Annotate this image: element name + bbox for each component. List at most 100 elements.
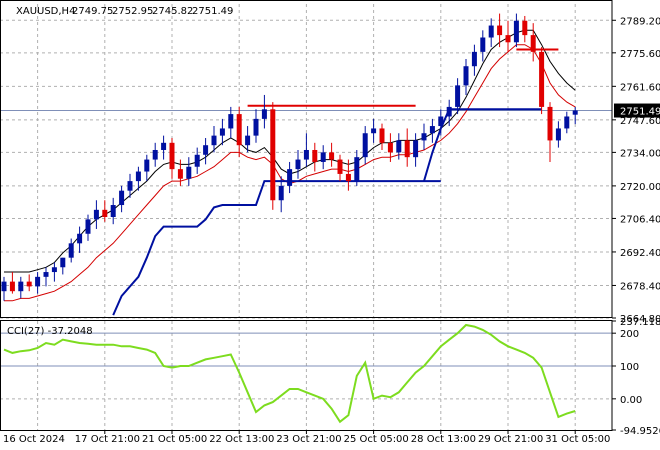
candle-body <box>362 133 368 158</box>
candle-body <box>287 169 293 186</box>
blue-stop-line <box>423 108 542 182</box>
symbol-header: XAUUSD,H4 <box>16 6 75 17</box>
candle-body <box>337 159 343 174</box>
blue-stop-line <box>112 180 441 316</box>
candle-body <box>177 169 183 179</box>
cci-tick-label: 100 <box>620 362 639 373</box>
y-tick-label: 2789.20 <box>620 16 660 27</box>
candle-body <box>236 114 242 146</box>
candle-body <box>387 142 393 153</box>
candle-body <box>379 128 385 143</box>
black-moving-average <box>4 29 576 273</box>
current-price-label: 2751.49 <box>620 107 660 118</box>
x-tick-label: 22 Oct 13:00 <box>209 434 274 445</box>
candle-body <box>488 25 494 38</box>
current-price-tag <box>614 103 660 118</box>
y-tick-label: 2734.00 <box>620 148 660 159</box>
candle-body <box>320 152 326 162</box>
candle-body <box>396 140 402 153</box>
cci-tick-label: 0.00 <box>620 395 642 406</box>
candle-body <box>480 37 486 52</box>
y-tick-label: 2761.60 <box>620 82 660 93</box>
x-tick-label: 17 Oct 21:00 <box>75 434 140 445</box>
candle-body <box>555 128 561 141</box>
candle-body <box>169 142 175 170</box>
candles <box>1 13 578 301</box>
candle-body <box>219 128 225 136</box>
candle-body <box>404 140 410 158</box>
axis-labels: 2789.20 2775.60 2761.60 2747.60 2734.00 2720.… <box>3 16 660 445</box>
candle-body <box>446 106 452 117</box>
ohlc-high: 2752.95 <box>112 6 153 17</box>
candle-body <box>127 181 133 191</box>
candle-body <box>60 257 66 268</box>
candle-body <box>505 35 511 43</box>
candle-body <box>438 116 444 127</box>
candle-body <box>245 135 251 146</box>
candle-body <box>77 233 83 244</box>
candle-body <box>463 66 469 86</box>
ohlc-close: 2751.49 <box>192 6 233 17</box>
y-tick-label: 2664.80 <box>620 314 660 325</box>
candle-body <box>303 149 309 160</box>
candle-body <box>572 110 578 115</box>
candle-body <box>270 109 276 201</box>
cci-tick-label: 200 <box>620 329 639 340</box>
candle-body <box>152 149 158 160</box>
candle-body <box>119 190 125 206</box>
candle-body <box>228 114 234 129</box>
cci-series-line <box>3 323 576 424</box>
candle-body <box>253 118 259 136</box>
candle-body <box>312 149 318 162</box>
y-tick-label: 2720.00 <box>620 182 660 193</box>
candle-body <box>18 281 24 292</box>
ohlc-open: 2749.75 <box>72 6 113 17</box>
cci-tick-label: 237.1183 <box>620 317 660 328</box>
x-tick-label: 25 Oct 05:00 <box>344 434 409 445</box>
x-tick-label: 29 Oct 21:00 <box>478 434 543 445</box>
x-tick-label: 31 Oct 05:00 <box>545 434 610 445</box>
candle-body <box>43 272 49 277</box>
indicator-grid <box>0 321 612 430</box>
y-tick-label: 2692.40 <box>620 248 660 259</box>
candle-body <box>102 209 108 218</box>
candle-body <box>455 85 461 107</box>
candle-body <box>135 171 141 182</box>
candle-body <box>564 116 570 129</box>
candle-body <box>371 128 377 134</box>
candle-body <box>186 166 192 179</box>
candle-body <box>413 140 419 158</box>
main-panel-frame <box>0 0 613 318</box>
candle-body <box>144 159 150 172</box>
cci-header: CCI(27) -37.2048 <box>7 326 93 337</box>
candle-body <box>530 35 536 52</box>
candle-body <box>1 281 7 292</box>
candle-body <box>278 185 284 201</box>
y-tick-label: 2775.60 <box>620 49 660 60</box>
candle-body <box>85 219 91 234</box>
candle-body <box>497 25 503 36</box>
x-tick-label: 23 Oct 21:00 <box>276 434 341 445</box>
candle-body <box>471 51 477 67</box>
candle-body <box>211 135 217 146</box>
candle-body <box>329 152 335 160</box>
candle-body <box>429 126 435 134</box>
candle-body <box>421 133 427 141</box>
candle-body <box>110 205 116 218</box>
candle-body <box>513 20 519 43</box>
y-tick-label: 2678.40 <box>620 281 660 292</box>
candle-body <box>354 157 360 182</box>
candle-body <box>547 106 553 141</box>
candle-body <box>261 109 267 119</box>
ohlc-low: 2745.82 <box>152 6 193 17</box>
cci-tick-label: -94.9526 <box>620 426 660 437</box>
candle-body <box>26 281 32 287</box>
candle-body <box>194 154 200 167</box>
y-tick-label: 2747.60 <box>620 116 660 127</box>
x-tick-label: 16 Oct 2024 <box>3 434 65 445</box>
candle-body <box>539 51 545 107</box>
candle-body <box>295 159 301 170</box>
candle-body <box>345 173 351 182</box>
candle-body <box>9 281 15 292</box>
y-tick-label: 2706.40 <box>620 214 660 225</box>
